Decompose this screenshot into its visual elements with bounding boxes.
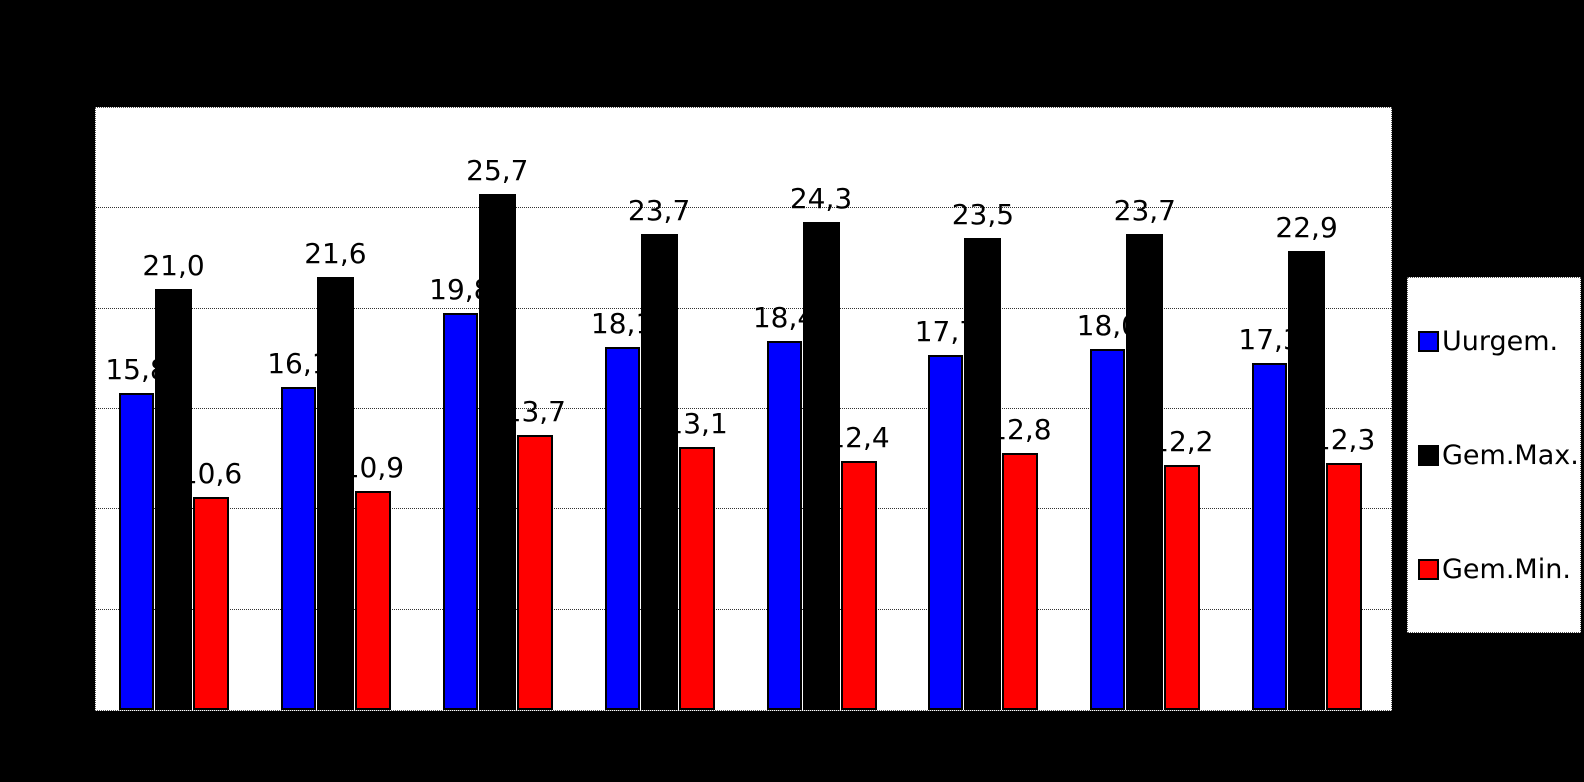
bar-uurgem-3 (442, 312, 478, 710)
bar-label-gemmax-8: 22,9 (1275, 210, 1338, 244)
legend: Uurgem. Gem.Max. Gem.Min. (1407, 277, 1581, 633)
gridline-5 (96, 608, 1391, 610)
bar-gemmin-4 (678, 447, 715, 710)
bar-gemmax-6 (964, 238, 1002, 710)
legend-label-uurgem: Uurgem. (1442, 325, 1559, 357)
gridline-15 (96, 408, 1391, 409)
bar-uurgem-4 (604, 346, 640, 710)
bar-gemmax-3 (478, 194, 516, 710)
bar-label-gemmax-6: 23,5 (951, 198, 1015, 232)
bar-uurgem-7 (1090, 348, 1126, 710)
bar-label-gemmax-7: 23,7 (1113, 194, 1176, 228)
bar-gemmin-8 (1326, 463, 1363, 710)
plot-area: 15,8 16,1 19,8 18,1 18,4 17,7 18,0 17,3 21,0 21,6… (95, 107, 1392, 711)
gem-max-swatch-icon (1418, 444, 1439, 466)
legend-item-uurgem: Uurgem. (1418, 326, 1578, 357)
bar-gemmax-1 (155, 288, 192, 710)
bar-label-gemmax-5: 24,3 (789, 182, 853, 216)
bar-gemmax-7 (1126, 234, 1164, 710)
bar-uurgem-6 (928, 354, 964, 710)
bar-label-gemmax-3: 25,7 (466, 154, 529, 188)
gridline-20 (96, 307, 1391, 309)
bar-label-gemmax-2: 21,6 (304, 236, 367, 270)
bar-uurgem-5 (766, 340, 802, 710)
bar-gemmin-6 (1002, 453, 1039, 710)
gridline-10 (96, 508, 1391, 510)
bar-gemmax-5 (802, 222, 840, 710)
gridline-25 (96, 207, 1391, 209)
legend-label-gem-max: Gem.Max. (1442, 439, 1579, 471)
bar-gemmin-3 (516, 435, 553, 710)
bar-gemmin-5 (840, 461, 877, 710)
bar-uurgem-8 (1252, 362, 1288, 710)
uurgem-swatch-icon (1418, 330, 1439, 352)
bar-label-gemmax-4: 23,7 (627, 194, 691, 228)
legend-item-gem-max: Gem.Max. (1418, 439, 1579, 471)
gem-min-swatch-icon (1418, 558, 1439, 580)
legend-item-gem-min: Gem.Min. (1418, 554, 1578, 585)
bar-uurgem-2 (280, 386, 316, 710)
bar-gemmax-8 (1288, 250, 1326, 710)
bar-uurgem-1 (119, 392, 154, 710)
bar-gemmin-7 (1164, 465, 1201, 710)
bar-label-gemmax-1: 21,0 (142, 248, 205, 282)
bar-gemmin-1 (193, 497, 229, 710)
bar-gemmax-4 (640, 234, 678, 710)
bar-gemmax-2 (316, 276, 354, 710)
legend-label-gem-min: Gem.Min. (1442, 553, 1571, 585)
bar-gemmin-2 (354, 491, 391, 710)
